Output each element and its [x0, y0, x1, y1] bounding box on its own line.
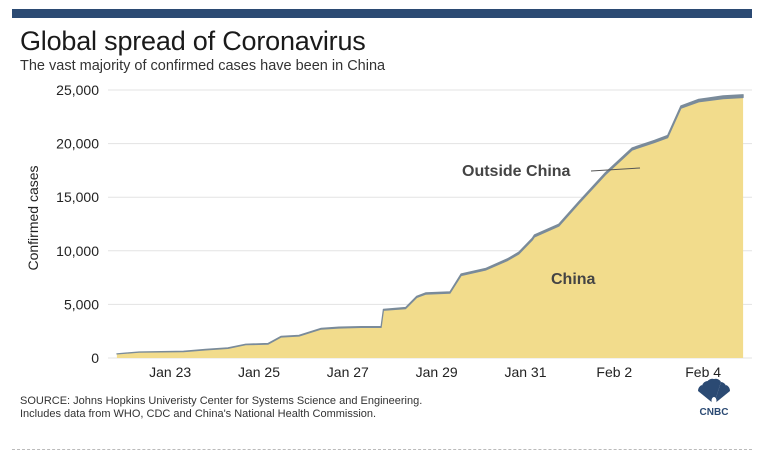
x-tick-label: Feb 4 — [685, 364, 721, 380]
y-tick-label: 15,000 — [56, 189, 99, 205]
source-line-2: Includes data from WHO, CDC and China's … — [20, 408, 377, 420]
series-group — [116, 94, 744, 358]
source-note: SOURCE: Johns Hopkins Univeristy Center … — [20, 395, 422, 421]
x-tick-label: Jan 23 — [149, 364, 191, 380]
chart-subtitle: The vast majority of confirmed cases hav… — [20, 58, 386, 74]
y-tick-labels: 0 5,000 10,000 15,000 20,000 25,000 — [56, 82, 99, 366]
annotations: Outside China China — [462, 163, 641, 288]
logo-text: CNBC — [700, 407, 729, 417]
series-china-area — [116, 97, 744, 358]
chart-title: Global spread of Coronavirus — [20, 26, 366, 56]
bottom-divider — [12, 449, 752, 450]
x-tick-label: Feb 2 — [596, 364, 632, 380]
y-tick-label: 5,000 — [64, 296, 99, 312]
peacock-icon — [697, 378, 731, 405]
x-tick-label: Jan 25 — [238, 364, 280, 380]
annotation-china: China — [551, 271, 596, 288]
annotation-outside-china: Outside China — [462, 163, 571, 180]
series-outside-china-area — [116, 94, 744, 355]
cnbc-logo: CNBC — [697, 378, 731, 417]
source-line-1: SOURCE: Johns Hopkins Univeristy Center … — [20, 395, 423, 407]
x-tick-labels: Jan 23 Jan 25 Jan 27 Jan 29 Jan 31 Feb 2 Feb 4 — [149, 364, 721, 380]
x-tick-label: Jan 27 — [327, 364, 369, 380]
y-tick-label: 0 — [91, 350, 99, 366]
annotation-leader-line — [590, 167, 641, 172]
x-tick-label: Jan 29 — [416, 364, 458, 380]
y-axis-label: Confirmed cases — [25, 165, 41, 270]
y-tick-label: 10,000 — [56, 243, 99, 259]
x-tick-label: Jan 31 — [504, 364, 546, 380]
y-tick-label: 20,000 — [56, 136, 99, 152]
y-tick-label: 25,000 — [56, 82, 99, 98]
header-bar — [12, 9, 752, 18]
